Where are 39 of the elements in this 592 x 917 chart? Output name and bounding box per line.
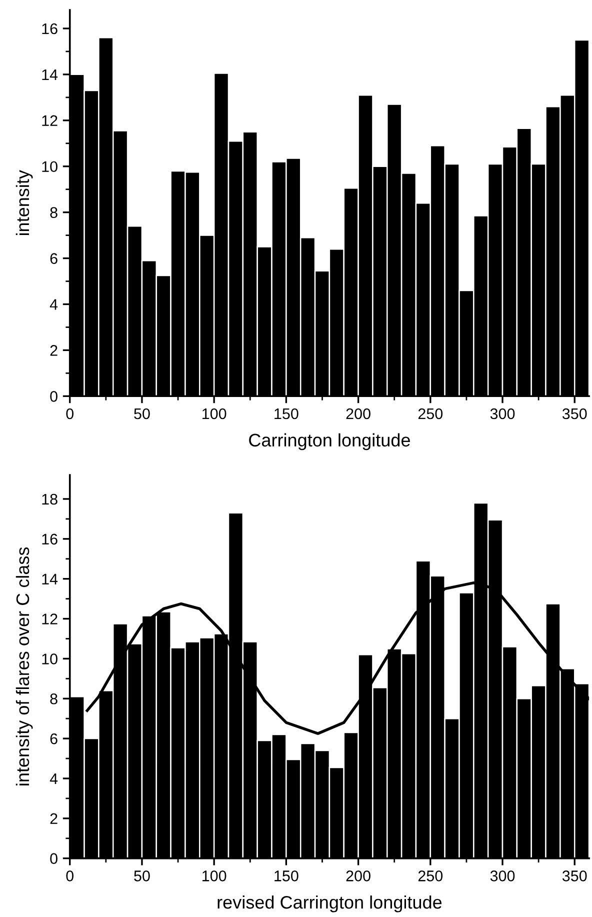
y-tick-label: 8 xyxy=(50,207,58,218)
x-tick-label: 200 xyxy=(346,408,370,420)
y-tick-label: 10 xyxy=(42,161,58,172)
y-tick-label: 0 xyxy=(50,853,58,864)
x-axis-title: revised Carrington longitude xyxy=(218,895,442,912)
x-tick-label: 300 xyxy=(490,870,515,882)
x-tick-label: 350 xyxy=(562,408,587,420)
y-axis-title: intensity of flares over C class xyxy=(16,547,33,786)
x-tick-label: 150 xyxy=(274,870,298,882)
x-tick-label: 200 xyxy=(346,870,370,882)
y-tick-label: 18 xyxy=(42,494,58,505)
y-tick-label: 2 xyxy=(50,345,58,356)
y-tick-label: 8 xyxy=(50,693,58,704)
y-tick-label: 14 xyxy=(42,574,58,584)
y-tick-label: 2 xyxy=(50,813,58,824)
y-tick-label: 16 xyxy=(42,534,58,545)
y-tick-label: 6 xyxy=(50,253,58,264)
x-tick-label: 100 xyxy=(202,408,226,420)
x-tick-label: 250 xyxy=(418,870,443,882)
x-tick-label: 300 xyxy=(490,408,515,420)
y-tick-label: 4 xyxy=(50,299,58,310)
x-tick-label: 0 xyxy=(66,408,74,420)
x-tick-label: 100 xyxy=(202,870,226,882)
x-tick-label: 250 xyxy=(418,408,443,420)
y-axis-title: intensity xyxy=(16,170,33,236)
x-tick-label: 0 xyxy=(66,870,74,882)
y-tick-label: 0 xyxy=(50,391,58,402)
y-tick-label: 12 xyxy=(42,115,58,126)
y-tick-label: 14 xyxy=(42,69,58,80)
y-tick-label: 4 xyxy=(50,773,58,784)
y-tick-label: 6 xyxy=(50,733,58,744)
y-tick-label: 12 xyxy=(42,614,58,624)
x-tick-label: 350 xyxy=(562,870,587,882)
y-tick-label: 16 xyxy=(42,23,58,34)
x-tick-label: 50 xyxy=(134,408,150,420)
x-tick-label: 150 xyxy=(274,408,298,420)
x-tick-label: 50 xyxy=(134,870,150,882)
x-axis-title: Carrington longitude xyxy=(249,433,410,450)
y-tick-label: 10 xyxy=(42,654,58,664)
